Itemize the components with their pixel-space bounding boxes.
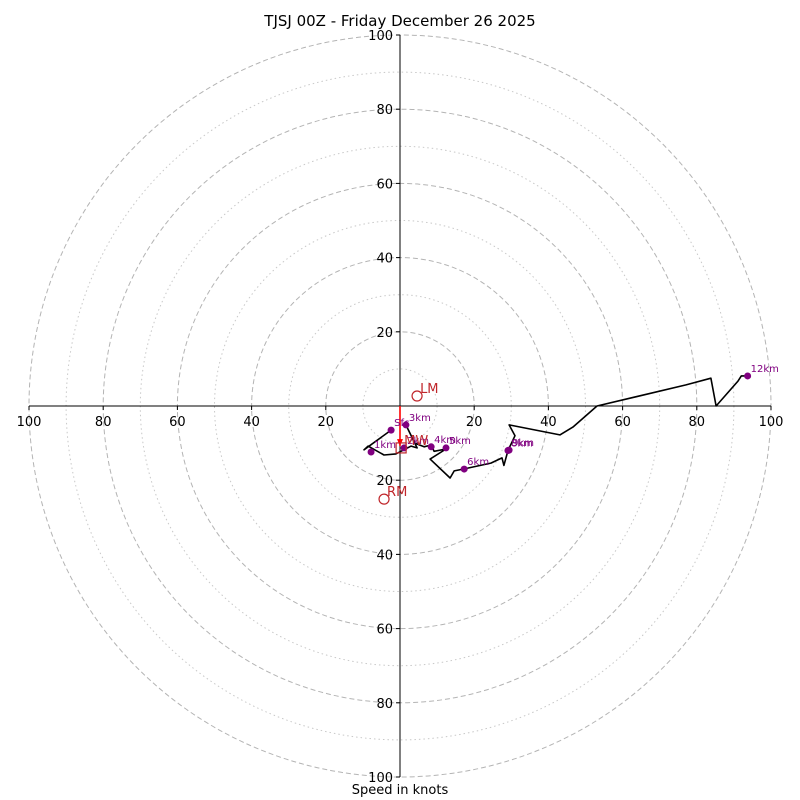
height-marker-6km [460,465,468,473]
y-tick-label: 100 [368,29,393,44]
y-tick-label: 80 [376,103,393,118]
height-label-12km: 12km [751,364,779,375]
x-tick-label: 20 [466,415,483,430]
height-label-4km: 4km [434,435,456,446]
y-tick-label: 40 [376,252,393,267]
hodograph-trace [363,375,748,479]
height-label-5km: 5km [449,436,471,447]
y-tick-label: 20 [376,326,393,341]
y-tick-label: 80 [376,697,393,712]
storm-marker-LM [411,390,423,402]
height-marker-5km [442,444,450,452]
height-label-Sfc: Sfc [394,418,409,429]
height-marker-12km [744,372,752,380]
x-tick-label: 40 [540,415,557,430]
height-label-9km: 9km [512,438,534,449]
x-tick-label: 60 [169,415,186,430]
height-marker-9km [505,446,513,454]
x-tick-label: 100 [17,415,42,430]
storm-label-MW: MW [404,434,428,449]
y-tick-label: 60 [376,623,393,638]
height-label-6km: 6km [467,457,489,468]
height-label-1km: 1km [374,440,396,451]
x-tick-label: 80 [689,415,706,430]
y-tick-label: 60 [376,177,393,192]
storm-marker-MW [395,442,407,454]
x-axis-label: Speed in knots [351,783,449,798]
storm-marker-RM [378,493,390,505]
y-tick-label: 100 [368,771,393,786]
x-tick-label: 80 [95,415,112,430]
height-label-8km: 8km [511,439,533,450]
y-tick-label: 20 [376,474,393,489]
height-marker-3km [402,421,410,429]
x-tick-label: 60 [614,415,631,430]
storm-label-LM: LM [420,382,438,397]
height-marker-Sfc [387,426,395,434]
storm-label-RM: RM [387,485,407,500]
tick-labels: 100 80 60 40 20 20 40 60 80 100 100 80 60 40 20 20 40 60 8… [17,29,784,786]
height-label-3km: 3km [409,413,431,424]
x-tick-label: 20 [318,415,335,430]
y-tick-label: 40 [376,548,393,563]
x-tick-label: 100 [759,415,784,430]
storm-motion-markers: LM RM MW [378,382,439,505]
x-tick-label: 40 [243,415,260,430]
height-label-2km: 2km [407,436,429,447]
height-marker-4km [427,443,435,451]
chart-title: TJSJ 00Z - Friday December 26 2025 [264,12,536,30]
height-marker-1km [367,448,375,456]
